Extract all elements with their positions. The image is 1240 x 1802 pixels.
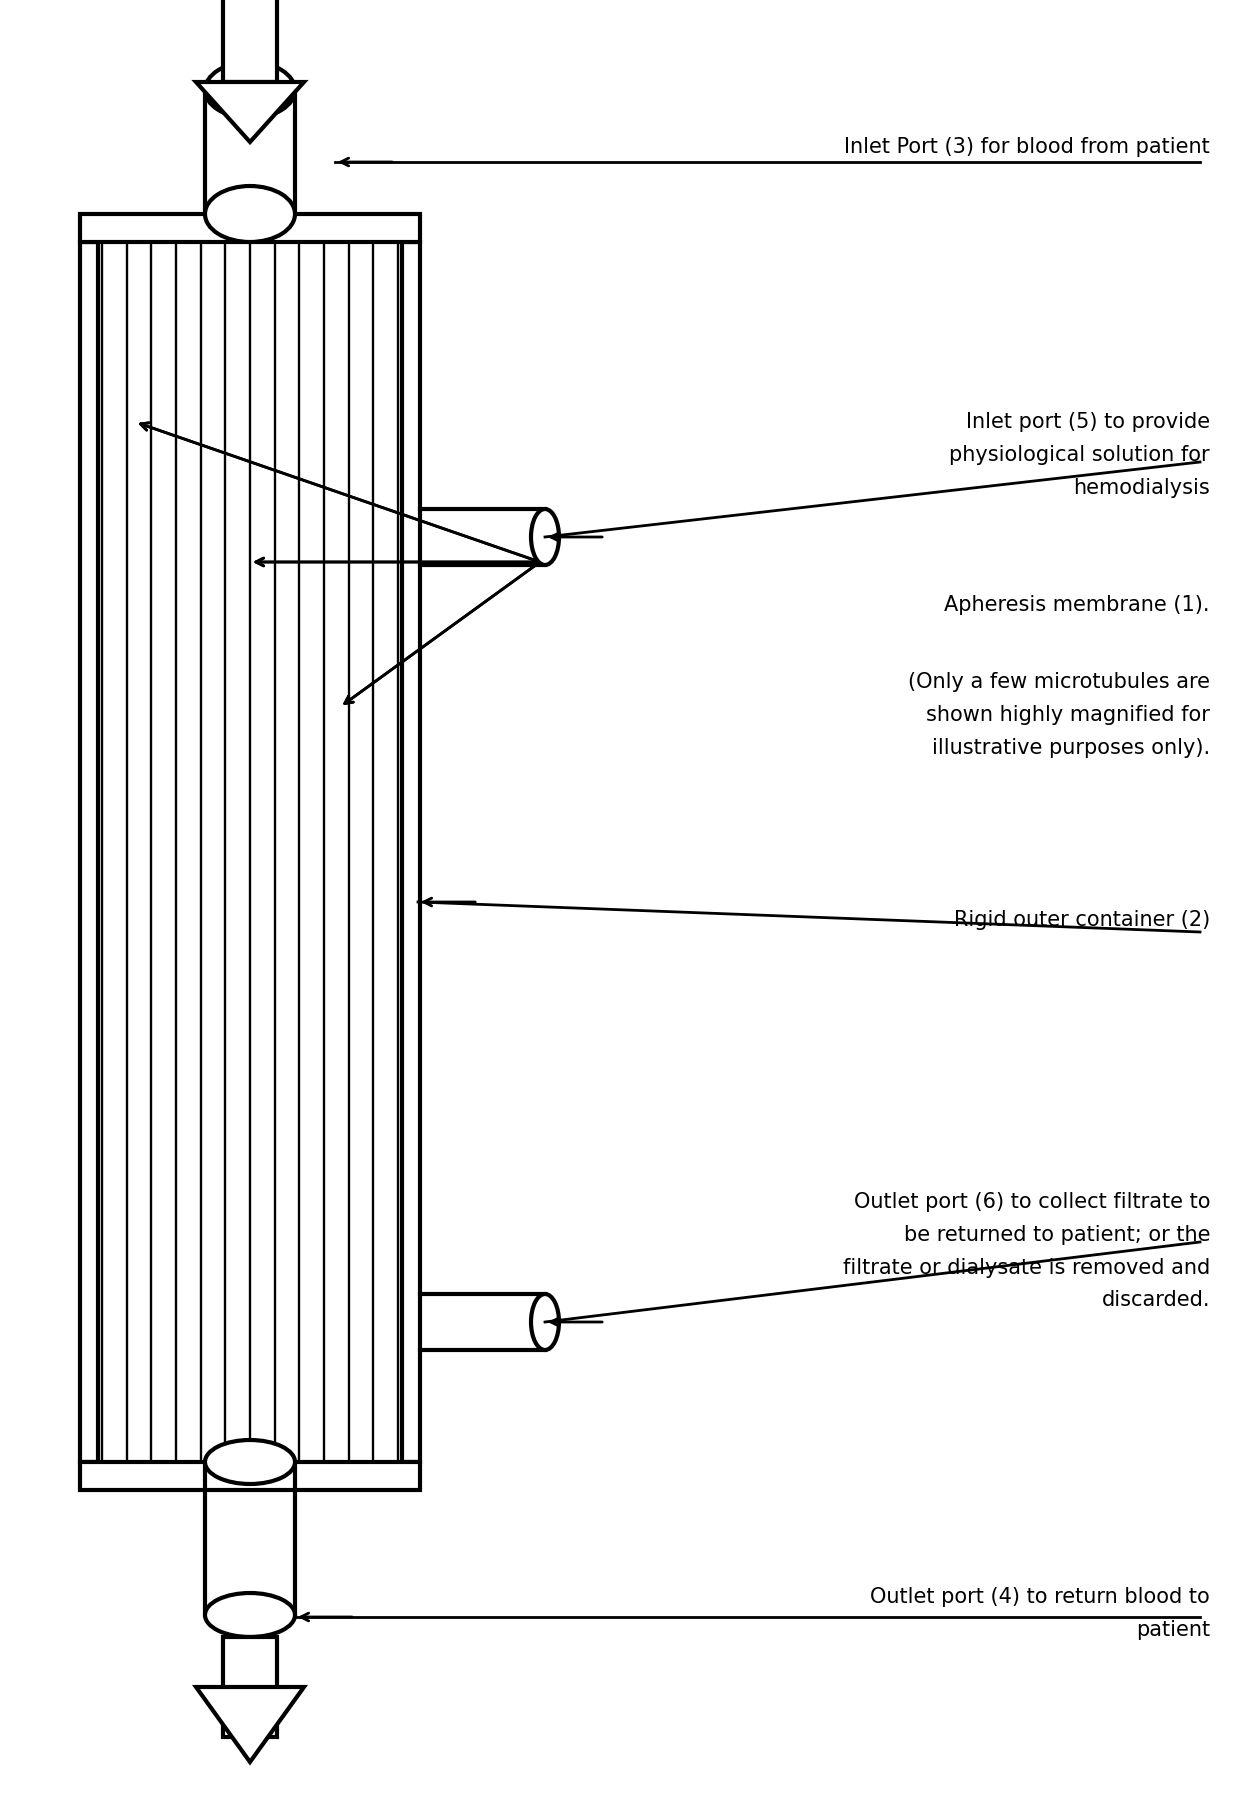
Text: Inlet port (5) to provide
physiological solution for
hemodialysis: Inlet port (5) to provide physiological … xyxy=(950,413,1210,497)
Bar xyxy=(81,241,98,1461)
Bar xyxy=(223,0,277,83)
Ellipse shape xyxy=(205,1593,295,1636)
Text: (Only a few microtubules are
shown highly magnified for
illustrative purposes on: (Only a few microtubules are shown highl… xyxy=(908,672,1210,757)
Text: Rigid outer container (2): Rigid outer container (2) xyxy=(954,910,1210,930)
Ellipse shape xyxy=(205,61,295,117)
Text: Outlet port (6) to collect filtrate to
be returned to patient; or the
filtrate o: Outlet port (6) to collect filtrate to b… xyxy=(843,1191,1210,1310)
Ellipse shape xyxy=(205,186,295,241)
Text: Apheresis membrane (1).: Apheresis membrane (1). xyxy=(945,595,1210,614)
Ellipse shape xyxy=(205,1440,295,1485)
Text: Outlet port (4) to return blood to
patient: Outlet port (4) to return blood to patie… xyxy=(870,1588,1210,1640)
Bar xyxy=(81,214,420,241)
Polygon shape xyxy=(196,83,304,142)
Ellipse shape xyxy=(531,1294,559,1350)
Bar xyxy=(402,241,420,1461)
Text: Inlet Port (3) for blood from patient: Inlet Port (3) for blood from patient xyxy=(844,137,1210,157)
Polygon shape xyxy=(196,1687,304,1762)
Bar xyxy=(81,1461,420,1490)
Bar xyxy=(98,241,402,1461)
Ellipse shape xyxy=(531,508,559,566)
Bar xyxy=(223,1636,277,1737)
